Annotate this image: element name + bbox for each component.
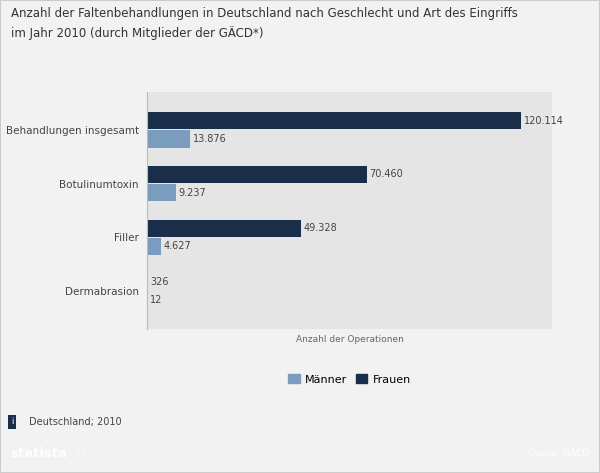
- Bar: [147, 273, 148, 290]
- Text: 120.114: 120.114: [524, 116, 563, 126]
- Bar: [147, 112, 521, 129]
- Text: statista: statista: [11, 447, 68, 460]
- Bar: [147, 238, 161, 255]
- Text: Deutschland; 2010: Deutschland; 2010: [29, 417, 121, 427]
- Text: i: i: [11, 417, 13, 427]
- Bar: [147, 166, 367, 183]
- Text: Anzahl der Faltenbehandlungen in Deutschland nach Geschlecht und Art des Eingrif: Anzahl der Faltenbehandlungen in Deutsch…: [11, 7, 518, 40]
- Text: Anzahl der Operationen: Anzahl der Operationen: [296, 335, 404, 344]
- Text: Quelle: GÄCD: Quelle: GÄCD: [528, 449, 589, 458]
- Bar: [147, 184, 176, 201]
- Text: 70.460: 70.460: [369, 169, 403, 179]
- Text: ⬡: ⬡: [76, 448, 84, 459]
- Text: 4.627: 4.627: [164, 242, 191, 252]
- Bar: [147, 219, 301, 237]
- Text: 9.237: 9.237: [178, 188, 206, 198]
- Text: 13.876: 13.876: [193, 134, 226, 144]
- Legend: Männer, Frauen: Männer, Frauen: [289, 375, 411, 385]
- Text: 12: 12: [149, 295, 162, 305]
- Text: 49.328: 49.328: [303, 223, 337, 233]
- Bar: [147, 131, 190, 148]
- Text: 326: 326: [151, 277, 169, 287]
